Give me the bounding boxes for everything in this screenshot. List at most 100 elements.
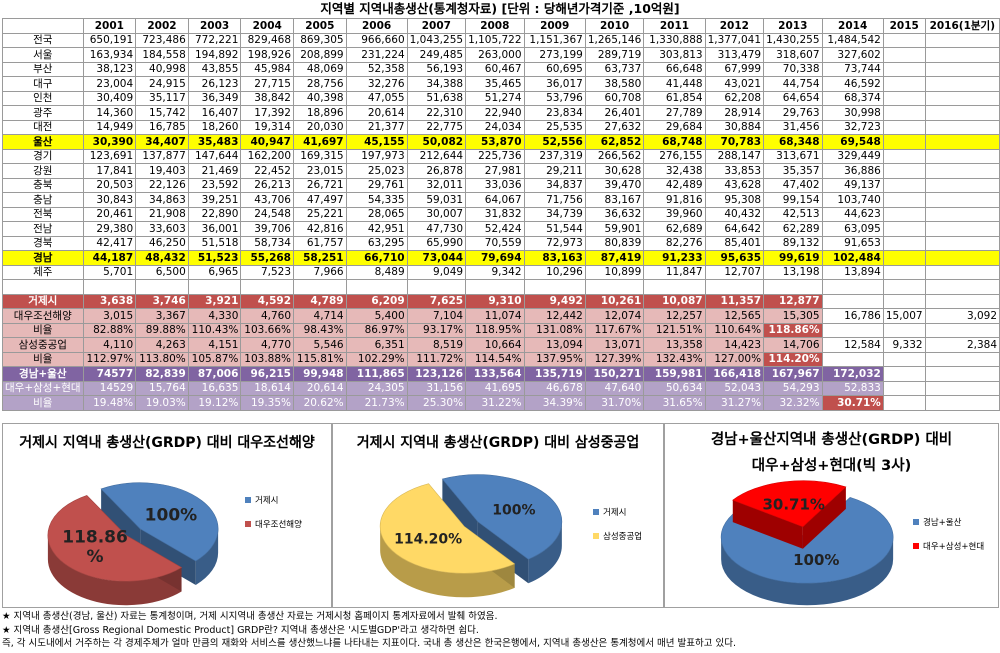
table-cell: 26,721	[293, 177, 347, 193]
table-cell: 7,104	[406, 308, 467, 324]
table-cell: 35,465	[465, 76, 525, 92]
table-cell: 47,055	[345, 90, 408, 106]
chart-panel-daewoo: 거제시 지역내 총생산(GRDP) 대비 대우조선해양 100% 118.86% …	[2, 423, 332, 608]
table-cell: 3,638	[82, 293, 137, 309]
table-cell: 89.88%	[135, 322, 189, 338]
table-cell	[924, 322, 1000, 338]
table-cell	[821, 293, 884, 309]
table-cell: 249,485	[406, 47, 467, 63]
table-cell: 15,007	[882, 308, 926, 324]
table-cell: 723,486	[135, 32, 189, 48]
table-cell: 66,648	[643, 61, 706, 77]
row-label: 삼성중공업	[2, 337, 84, 353]
table-cell: 1,484,542	[821, 32, 884, 48]
table-cell: 5,400	[345, 308, 408, 324]
pie-data-label: 100%	[145, 506, 198, 526]
row-label	[2, 279, 84, 295]
table-cell: 34,863	[135, 192, 189, 208]
table-cell	[924, 279, 1000, 295]
table-cell: 121.51%	[643, 322, 706, 338]
table-cell: 25,221	[293, 206, 347, 222]
table-cell: 63,095	[821, 221, 884, 237]
pie-slice-side	[195, 528, 219, 585]
year-header: 2014	[821, 18, 884, 34]
pie-slice-1	[732, 480, 847, 549]
year-header: 2013	[763, 18, 823, 34]
table-cell: 22,126	[135, 177, 189, 193]
table-cell: 6,500	[135, 264, 189, 280]
table-cell	[882, 279, 926, 295]
table-cell	[882, 119, 926, 135]
table-cell: 38,580	[584, 76, 645, 92]
table-cell: 237,319	[523, 148, 586, 164]
table-cell: 40,998	[135, 61, 189, 77]
table-cell: 112.97%	[82, 351, 137, 367]
table-cell: 3,921	[187, 293, 242, 309]
table-cell: 198,926	[240, 47, 294, 63]
table-cell: 33,603	[135, 221, 189, 237]
table-cell: 46,592	[821, 76, 884, 92]
table-cell	[882, 351, 926, 367]
table-cell	[584, 279, 645, 295]
legend-label: 경남+울산	[923, 518, 962, 528]
table-cell: 19.48%	[82, 395, 137, 411]
table-cell: 1,377,041	[704, 32, 765, 48]
table-cell	[924, 380, 1000, 396]
table-cell: 10,899	[584, 264, 645, 280]
row-label: 울산	[2, 134, 84, 150]
table-cell	[882, 61, 926, 77]
table-cell: 19.35%	[240, 395, 294, 411]
table-cell: 4,770	[240, 337, 294, 353]
table-cell: 62,689	[643, 221, 706, 237]
table-cell: 123,691	[82, 148, 137, 164]
footnote-1: ★ 지역내 총생산(경남, 울산) 자료는 통계청이며, 거제 시지역내 총생산…	[2, 611, 498, 622]
table-cell: 22,775	[406, 119, 467, 135]
table-cell: 34,388	[406, 76, 467, 92]
table-cell	[924, 76, 1000, 92]
table-cell: 772,221	[187, 32, 242, 48]
table-cell: 31,156	[406, 380, 467, 396]
table-cell: 184,558	[135, 47, 189, 63]
table-cell	[882, 105, 926, 121]
row-label: 경남+울산	[2, 366, 84, 382]
table-cell: 8,519	[406, 337, 467, 353]
legend-swatch	[593, 533, 599, 539]
table-cell: 8,489	[345, 264, 408, 280]
table-cell: 52,358	[345, 61, 408, 77]
table-cell	[882, 366, 926, 382]
table-cell: 93.17%	[406, 322, 467, 338]
table-cell: 13,094	[523, 337, 586, 353]
table-cell: 44,754	[763, 76, 823, 92]
row-label: 광주	[2, 105, 84, 121]
table-cell	[924, 395, 1000, 411]
table-cell: 103.66%	[240, 322, 294, 338]
table-cell: 127.00%	[704, 351, 765, 367]
table-cell: 9,310	[465, 293, 525, 309]
table-cell: 329,449	[821, 148, 884, 164]
table-cell: 68,748	[643, 134, 706, 150]
year-header: 2015	[882, 18, 926, 34]
row-label: 대구	[2, 76, 84, 92]
table-cell: 67,999	[704, 61, 765, 77]
table-cell: 30.71%	[821, 395, 884, 411]
table-cell	[82, 279, 137, 295]
row-label: 비율	[2, 395, 84, 411]
table-cell: 225,736	[465, 148, 525, 164]
table-row: 부산 38,123 40,998 43,855 45,984 48,069 52,358 56…	[2, 61, 1000, 77]
table-cell: 46,678	[523, 380, 586, 396]
table-cell: 30,007	[406, 206, 467, 222]
table-cell: 38,123	[82, 61, 137, 77]
table-row: 충북 20,503 22,126 23,592 26,213 26,721 29,761 32…	[2, 177, 1000, 193]
table-cell: 118.95%	[465, 322, 525, 338]
table-cell: 43,628	[704, 177, 765, 193]
chart-panel-big3: 경남+울산지역내 총생산(GRDP) 대비 대우+삼성+현대(빅 3사) 100…	[664, 423, 999, 608]
table-cell: 102.29%	[345, 351, 408, 367]
table-cell: 21,469	[187, 163, 242, 179]
table-cell: 12,257	[643, 308, 706, 324]
table-cell	[882, 177, 926, 193]
legend-label: 거제시	[255, 496, 279, 506]
table-cell	[465, 279, 525, 295]
year-header: 2010	[584, 18, 645, 34]
table-cell	[882, 32, 926, 48]
table-cell: 2,384	[924, 337, 1000, 353]
